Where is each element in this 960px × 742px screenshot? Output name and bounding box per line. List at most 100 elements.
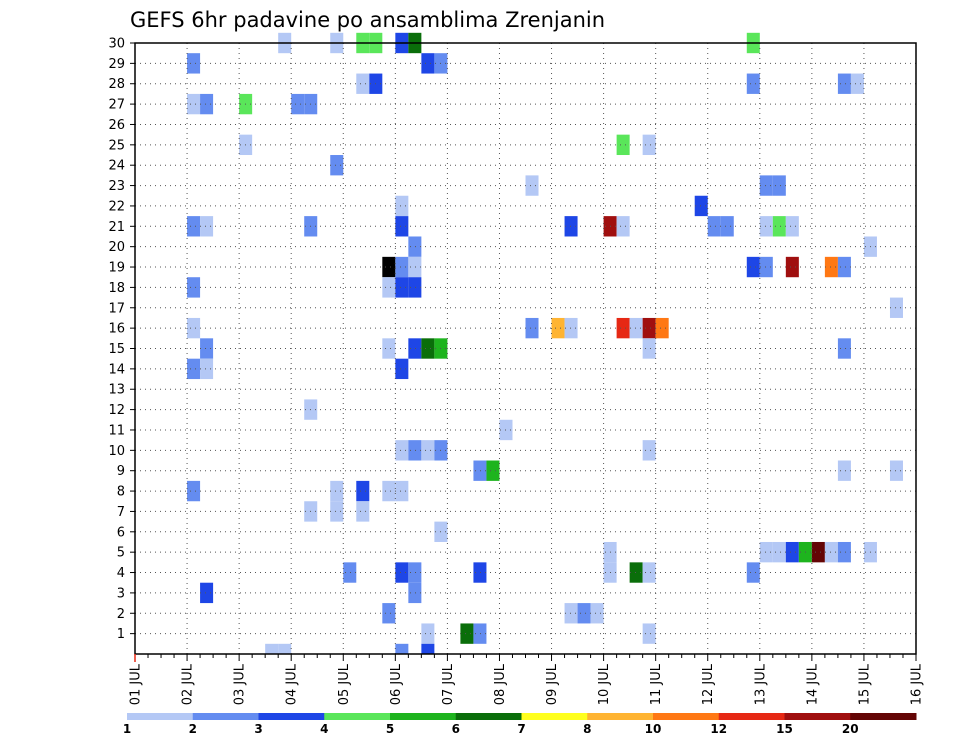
y-tick-label: 30 [108,37,125,52]
y-tick-label: 26 [108,118,125,133]
heatmap-cells [187,32,903,654]
x-tick-label: 05 JUL [337,663,352,705]
heatmap-cell [382,480,396,502]
y-tick-label: 23 [108,179,125,194]
heatmap-cell [837,541,851,563]
heatmap-cell [187,216,201,237]
heatmap-cell [642,562,656,583]
heatmap-cell [551,317,565,339]
heatmap-cell [746,73,760,94]
heatmap-cell [395,643,409,654]
heatmap-cell [473,623,487,644]
heatmap-cell [486,460,500,481]
heatmap-cell [200,338,214,359]
colorbar-label: 1 [123,722,131,736]
x-tick-label: 01 JUL [129,663,144,705]
heatmap-cell [746,256,760,278]
y-tick-label: 16 [108,322,125,337]
heatmap-cell [408,582,422,604]
colorbar-swatch [127,713,194,720]
heatmap-cell [772,541,786,563]
colorbar-label: 5 [386,722,394,736]
heatmap-cell [356,73,370,94]
colorbar-swatch [653,713,720,720]
heatmap-cell [187,480,201,502]
x-tick-label: 06 JUL [389,663,404,705]
heatmap-cell [564,603,578,624]
heatmap-cell [395,216,409,237]
heatmap-cell [421,623,435,644]
heatmap-cell [187,277,201,298]
colorbar: 1 2 3 4 5 6 7 8 10 12 15 20 [123,713,917,736]
colorbar-swatch [784,713,851,720]
heatmap-cell [408,236,422,257]
x-tick-label: 11 JUL [649,663,664,705]
heatmap-cell [356,501,370,522]
heatmap-cell [629,562,643,583]
heatmap-cell [408,277,422,298]
heatmap-cell [785,216,799,237]
heatmap-cell [421,53,435,74]
y-tick-label: 12 [108,403,125,418]
heatmap-cell [395,480,409,502]
heatmap-cell [187,317,201,339]
heatmap-cell [265,643,279,654]
y-tick-label: 2 [117,607,125,622]
heatmap-cell [408,338,422,359]
colorbar-label: 7 [517,722,525,736]
colorbar-swatch [390,713,457,720]
y-tick-label: 24 [108,159,125,174]
heatmap-cell [616,216,630,237]
heatmap-cell [655,317,669,339]
colorbar-swatch [521,713,588,720]
heatmap-cell [330,480,344,502]
y-tick-label: 29 [108,57,125,72]
y-tick-label: 6 [117,525,125,540]
heatmap-cell [772,175,786,196]
colorbar-label: 20 [842,722,859,736]
y-tick-label: 22 [108,199,125,214]
x-tick-label: 03 JUL [233,663,248,705]
x-tick-label: 12 JUL [701,663,716,705]
colorbar-label: 10 [645,722,662,736]
heatmap-cell [395,256,409,278]
heatmap-cell [707,216,721,237]
y-tick-label: 18 [108,281,125,296]
x-tick-label: 16 JUL [910,663,925,705]
heatmap-cell [642,338,656,359]
heatmap-cell [187,93,201,115]
y-axis: 1234567891011121314151617181920212223242… [108,37,135,642]
y-tick-label: 13 [108,383,125,398]
heatmap-cell [850,73,864,94]
colorbar-label: 6 [452,722,460,736]
colorbar-swatch [455,713,522,720]
heatmap-cell [811,541,825,563]
colorbar-label: 3 [254,722,262,736]
y-tick-label: 5 [117,546,125,561]
y-tick-label: 9 [117,464,125,479]
heatmap-cell [330,155,344,176]
heatmap-cell [408,440,422,461]
heatmap-cell [200,582,214,604]
y-tick-label: 4 [117,566,125,581]
y-tick-label: 10 [108,444,125,459]
heatmap-cell [824,541,838,563]
heatmap-cell [772,216,786,237]
y-tick-label: 17 [108,301,125,316]
heatmap-cell [330,501,344,522]
heatmap-cell [200,358,214,380]
heatmap-cell [291,93,305,115]
heatmap-cell [889,460,903,481]
y-tick-label: 19 [108,261,125,276]
heatmap-cell [395,277,409,298]
heatmap-cell [785,256,799,278]
heatmap-cell [278,643,292,654]
heatmap-cell [642,317,656,339]
y-tick-label: 1 [117,627,125,642]
colorbar-swatch [258,713,325,720]
heatmap-cell [473,562,487,583]
y-tick-label: 14 [108,362,125,377]
heatmap-cell [837,73,851,94]
colorbar-swatch [192,713,259,720]
y-tick-label: 15 [108,342,125,357]
